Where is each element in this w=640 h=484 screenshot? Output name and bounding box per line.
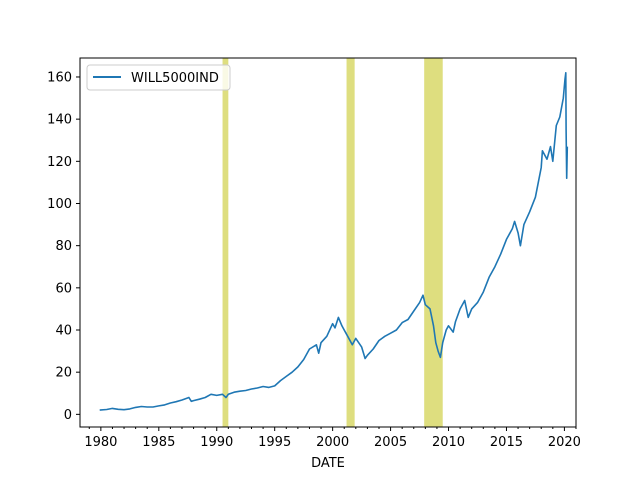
x-axis-label: DATE xyxy=(311,456,345,471)
legend-box xyxy=(86,64,231,91)
x-tick-label: 2020 xyxy=(548,435,581,450)
y-tick-label: 140 xyxy=(47,113,72,128)
series-line xyxy=(99,72,569,411)
y-tick-label: 160 xyxy=(47,70,72,85)
x-tick-label: 1980 xyxy=(84,435,117,450)
recession-bands xyxy=(222,58,443,427)
y-tick-label: 0 xyxy=(64,408,72,423)
recession-band xyxy=(346,58,355,427)
series-layer xyxy=(99,72,569,411)
y-tick-label: 100 xyxy=(47,197,72,212)
axes-frame xyxy=(79,57,577,428)
plot-area xyxy=(80,58,576,427)
y-tick-label: 120 xyxy=(47,155,72,170)
x-tick-label: 1990 xyxy=(200,435,233,450)
recession-band xyxy=(424,58,443,427)
y-tick-label: 40 xyxy=(55,324,72,339)
recession-band xyxy=(222,58,229,427)
x-tick-label: 1985 xyxy=(142,435,175,450)
x-tick-label: 2000 xyxy=(316,435,349,450)
legend: WILL5000IND xyxy=(86,64,231,91)
x-tick-label: 1995 xyxy=(258,435,291,450)
x-tick-label: 2005 xyxy=(374,435,407,450)
axes-layer: 1980 1985 1990 1995 2000 2005 2010 2015 2020 0 20 4… xyxy=(47,57,581,450)
x-tick-label: 2015 xyxy=(490,435,523,450)
y-tick-label: 20 xyxy=(55,366,72,381)
x-tick-label: 2010 xyxy=(432,435,465,450)
y-tick-label: 80 xyxy=(55,239,72,254)
legend-label: WILL5000IND xyxy=(131,71,219,86)
y-tick-label: 60 xyxy=(55,281,72,296)
